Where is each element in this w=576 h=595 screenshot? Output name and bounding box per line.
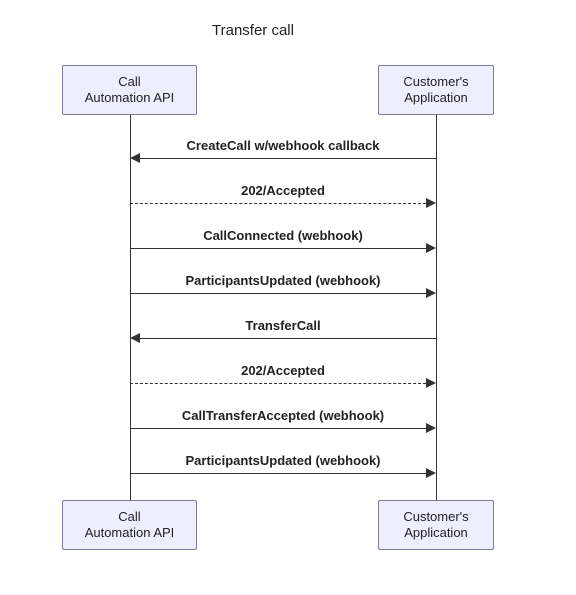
message-label: 202/Accepted: [241, 183, 325, 198]
message-line: [130, 293, 426, 294]
message-line: [140, 338, 436, 339]
message-label: CallTransferAccepted (webhook): [182, 408, 384, 423]
arrowhead-right-icon: [426, 468, 436, 478]
arrowhead-right-icon: [426, 423, 436, 433]
participant-call-automation-api-top: Call Automation API: [62, 65, 197, 115]
diagram-title: Transfer call: [212, 22, 294, 39]
lifeline-left: [130, 115, 131, 500]
message-label: 202/Accepted: [241, 363, 325, 378]
arrowhead-right-icon: [426, 378, 436, 388]
arrowhead-right-icon: [426, 288, 436, 298]
message-line: [130, 428, 426, 429]
arrowhead-left-icon: [130, 153, 140, 163]
arrowhead-right-icon: [426, 198, 436, 208]
participant-customers-application-top: Customer's Application: [378, 65, 494, 115]
message-line: [130, 248, 426, 249]
message-line: [130, 383, 426, 384]
message-label: TransferCall: [245, 318, 320, 333]
message-label: CreateCall w/webhook callback: [187, 138, 380, 153]
message-label: ParticipantsUpdated (webhook): [185, 453, 380, 468]
sequence-diagram: Transfer call Call Automation API Custom…: [0, 0, 576, 595]
message-line: [130, 203, 426, 204]
message-line: [130, 473, 426, 474]
participant-call-automation-api-bottom: Call Automation API: [62, 500, 197, 550]
arrowhead-right-icon: [426, 243, 436, 253]
message-label: CallConnected (webhook): [203, 228, 363, 243]
message-label: ParticipantsUpdated (webhook): [185, 273, 380, 288]
participant-customers-application-bottom: Customer's Application: [378, 500, 494, 550]
lifeline-right: [436, 115, 437, 500]
arrowhead-left-icon: [130, 333, 140, 343]
message-line: [140, 158, 436, 159]
